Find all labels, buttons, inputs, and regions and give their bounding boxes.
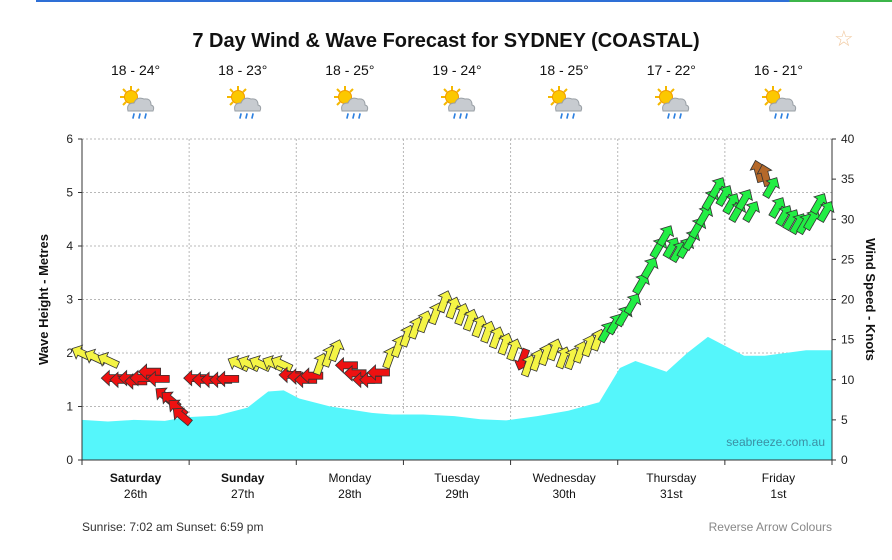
day-summary: 18 - 25° [510,62,618,122]
day-summary: 17 - 22° [617,62,725,122]
wind-arrow [768,197,786,220]
wind-arrow [742,201,760,224]
day-summary: 16 - 21° [724,62,832,122]
wind-arrow [546,338,564,362]
wind-arrow [656,225,675,248]
day-summary: 18 - 25° [296,62,404,122]
wind-arrow [445,296,462,320]
wind-arrow [809,193,828,216]
left-axis-title: Wave Height - Metres [36,234,51,365]
right-tick-label: 25 [841,252,855,266]
left-tick-label: 0 [66,453,73,467]
wind-arrow [695,205,714,228]
sun-cloud-rain-icon [758,84,798,122]
day-label: Thursday [646,471,696,485]
day-label: Friday [762,471,795,485]
wind-arrow [454,303,471,326]
wind-arrow [97,351,120,369]
wind-arrow [172,407,193,427]
date-label: 1st [770,487,787,501]
wind-arrow [722,193,740,216]
temperature-range: 18 - 25° [539,62,589,78]
day-label: Sunday [221,471,265,485]
right-tick-label: 40 [841,132,855,146]
wind-arrow [708,177,727,200]
day-label: Wednesday [533,471,596,485]
temperature-range: 18 - 23° [218,62,268,78]
left-tick-label: 3 [66,293,73,307]
wind-arrow [816,201,835,224]
favorite-star-icon[interactable]: ☆ [834,26,854,51]
watermark-text: seabreeze.com.au [726,435,825,449]
wind-arrow [216,370,240,388]
day-label: Monday [329,471,372,485]
wind-arrow [471,315,488,339]
wind-arrow [328,339,345,363]
wind-arrow [506,338,523,362]
wind-arrow [632,273,650,296]
right-tick-label: 30 [841,212,855,226]
left-tick-label: 2 [66,346,73,360]
wind-arrows-group [71,159,835,427]
wind-arrow [138,363,162,381]
wind-arrow [762,177,780,200]
right-tick-label: 20 [841,293,855,307]
wind-arrow [366,364,390,381]
date-label: 26th [124,487,147,501]
top-accent-bar [36,0,892,2]
left-tick-label: 4 [66,239,73,253]
left-tick-label: 6 [66,132,73,146]
wind-arrow [488,326,506,350]
date-label: 27th [231,487,254,501]
right-tick-label: 35 [841,172,855,186]
sun-cloud-rain-icon [330,84,370,122]
date-label: 28th [338,487,361,501]
wind-arrow [416,310,434,334]
sunrise-sunset-text: Sunrise: 7:02 am Sunset: 6:59 pm [82,520,264,534]
temperature-range: 19 - 24° [432,62,482,78]
wind-arrow [436,290,454,314]
sun-cloud-rain-icon [544,84,584,122]
temperature-range: 16 - 21° [753,62,804,78]
date-label: 31st [660,487,683,501]
chart-title: 7 Day Wind & Wave Forecast for SYDNEY (C… [192,30,700,52]
wind-arrow [343,364,367,382]
wind-arrow [623,293,642,316]
right-tick-label: 5 [841,413,848,427]
wave-height-area [82,336,832,460]
day-summary: 19 - 24° [403,62,511,122]
left-tick-label: 1 [66,400,73,414]
date-label: 29th [445,487,468,501]
date-label: 30th [552,487,575,501]
forecast-chart: seabreeze.com.au 0 1 2 3 4 5 6 0 5 10 15 20 25 30 35 40 W… [36,132,878,501]
wind-arrow [146,370,170,388]
wind-arrow [462,308,480,332]
wind-arrow [334,356,358,374]
right-tick-label: 10 [841,373,855,387]
left-tick-label: 5 [66,186,73,200]
reverse-arrow-colours-link[interactable]: Reverse Arrow Colours [708,520,832,534]
day-summary: 18 - 23° [189,62,297,122]
wind-arrow [715,185,734,208]
wind-arrow [497,332,514,356]
day-label: Tuesday [434,471,480,485]
day-label: Saturday [110,471,162,485]
sun-cloud-rain-icon [651,84,691,122]
right-tick-label: 15 [841,333,855,347]
right-tick-label: 0 [841,453,848,467]
wind-arrow [803,209,821,232]
wind-arrow [735,189,753,212]
temperature-range: 18 - 24° [110,62,161,78]
temperature-range: 18 - 25° [325,62,375,78]
sun-cloud-rain-icon [437,84,477,122]
sun-cloud-rain-icon [223,84,263,122]
wind-arrow [775,205,793,228]
right-axis-title: Wind Speed - Knots [863,238,878,361]
day-summary: 18 - 24° [82,62,190,122]
wind-arrow [480,320,497,344]
wind-arrow [640,257,659,280]
sun-cloud-rain-icon [116,84,156,122]
temperature-range: 17 - 22° [646,62,696,78]
